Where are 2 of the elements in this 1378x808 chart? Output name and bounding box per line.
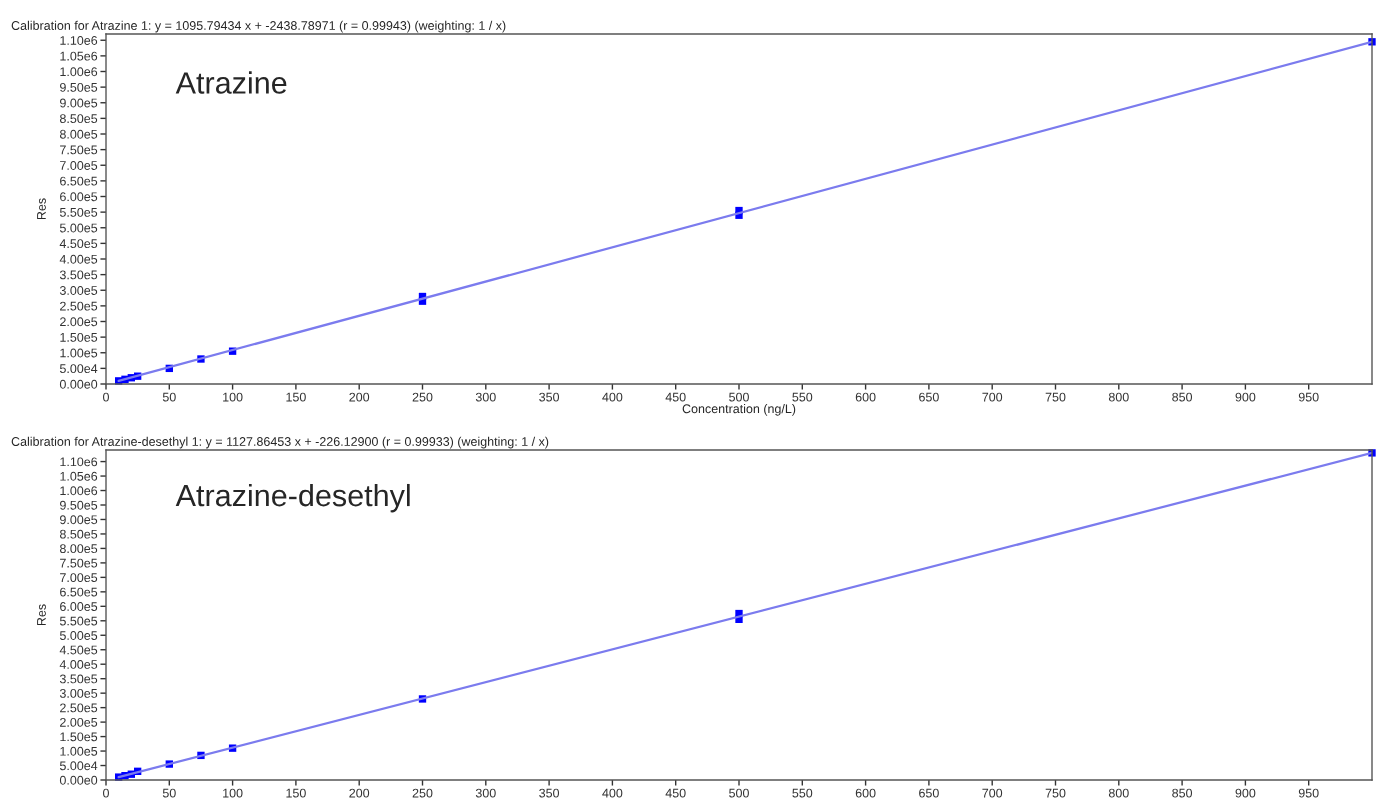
annotation: Atrazine	[175, 71, 287, 94]
annotation: Atrazine-desethyl	[175, 483, 410, 513]
